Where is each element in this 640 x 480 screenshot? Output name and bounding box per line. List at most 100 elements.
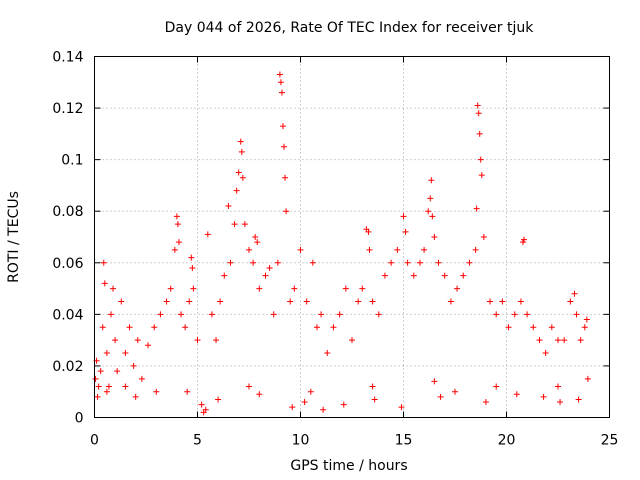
data-point <box>190 285 197 292</box>
data-point <box>416 259 423 266</box>
data-point <box>151 324 158 331</box>
data-point <box>505 324 512 331</box>
data-point <box>330 324 337 331</box>
data-point <box>301 399 308 406</box>
data-point <box>431 378 438 385</box>
data-point <box>262 272 269 279</box>
data-point <box>480 234 487 240</box>
data-point <box>202 406 209 413</box>
data-point <box>369 298 376 305</box>
data-point <box>555 383 561 390</box>
data-point <box>493 383 500 390</box>
data-point <box>122 350 129 357</box>
data-point <box>583 316 590 323</box>
data-point <box>277 79 284 86</box>
data-point <box>241 221 248 228</box>
x-axis-label: GPS time / hours <box>290 458 407 474</box>
data-point <box>309 259 316 266</box>
data-point <box>581 324 588 331</box>
data-point <box>122 383 129 390</box>
x-tick-label: 25 <box>601 433 619 449</box>
data-point <box>381 272 388 279</box>
data-point <box>476 130 483 137</box>
data-point <box>318 311 325 318</box>
data-point <box>213 337 220 344</box>
data-point <box>233 187 240 194</box>
data-point <box>103 388 110 395</box>
data-point <box>95 383 102 390</box>
data-point <box>428 177 435 184</box>
data-point <box>431 234 438 240</box>
data-point <box>427 195 434 202</box>
data-point <box>188 254 195 261</box>
data-point <box>584 375 591 382</box>
data-point <box>92 375 99 382</box>
data-point <box>475 110 482 117</box>
data-point <box>134 337 141 344</box>
data-point <box>519 239 526 246</box>
data-point <box>157 311 164 318</box>
data-point <box>513 391 520 398</box>
data-point <box>466 259 473 266</box>
data-point <box>276 71 283 78</box>
data-point <box>404 259 411 266</box>
y-tick-label: 0.1 <box>61 153 83 169</box>
data-point <box>217 298 224 305</box>
plot-frame <box>94 56 610 418</box>
data-point <box>246 383 252 390</box>
data-point <box>237 138 244 145</box>
data-point <box>110 285 117 292</box>
data-point <box>287 298 294 305</box>
data-point <box>291 285 298 292</box>
data-point <box>221 272 228 279</box>
data-point <box>100 259 107 266</box>
data-point <box>400 213 407 220</box>
data-point <box>118 298 125 305</box>
data-point <box>542 350 549 357</box>
data-point <box>256 285 263 292</box>
data-point <box>198 401 205 408</box>
data-point <box>182 324 189 331</box>
data-point <box>186 298 193 305</box>
data-point <box>521 236 528 243</box>
data-point <box>167 285 174 292</box>
data-point <box>101 280 108 287</box>
data-point <box>215 396 222 403</box>
data-point <box>99 324 106 331</box>
data-point <box>524 311 531 318</box>
data-point <box>567 298 574 305</box>
data-point <box>112 337 119 344</box>
data-point <box>429 213 436 220</box>
data-point <box>246 246 252 253</box>
data-point <box>282 174 289 181</box>
data-point <box>371 396 378 403</box>
data-point <box>204 231 211 238</box>
data-point <box>175 239 182 246</box>
data-point <box>313 324 320 331</box>
y-tick-label: 0.04 <box>52 307 83 323</box>
y-tick-label: 0 <box>75 411 84 427</box>
data-point <box>437 393 444 400</box>
data-point <box>105 383 112 390</box>
data-point <box>281 143 288 150</box>
data-point <box>126 324 133 331</box>
data-point <box>138 375 145 382</box>
data-point <box>107 311 114 318</box>
data-point <box>447 298 454 305</box>
data-point <box>231 221 238 228</box>
data-point <box>340 401 347 408</box>
data-point <box>487 298 494 305</box>
data-point <box>530 324 537 331</box>
data-point <box>266 264 273 271</box>
y-tick-label: 0.08 <box>52 204 83 220</box>
data-point <box>435 259 442 266</box>
data-point <box>365 228 372 235</box>
data-point <box>256 391 263 398</box>
x-tick-label: 15 <box>395 433 413 449</box>
data-point <box>342 285 349 292</box>
data-point <box>189 264 196 271</box>
data-point <box>225 203 232 210</box>
data-point <box>421 246 428 253</box>
data-point <box>441 272 448 279</box>
data-point <box>103 350 110 357</box>
